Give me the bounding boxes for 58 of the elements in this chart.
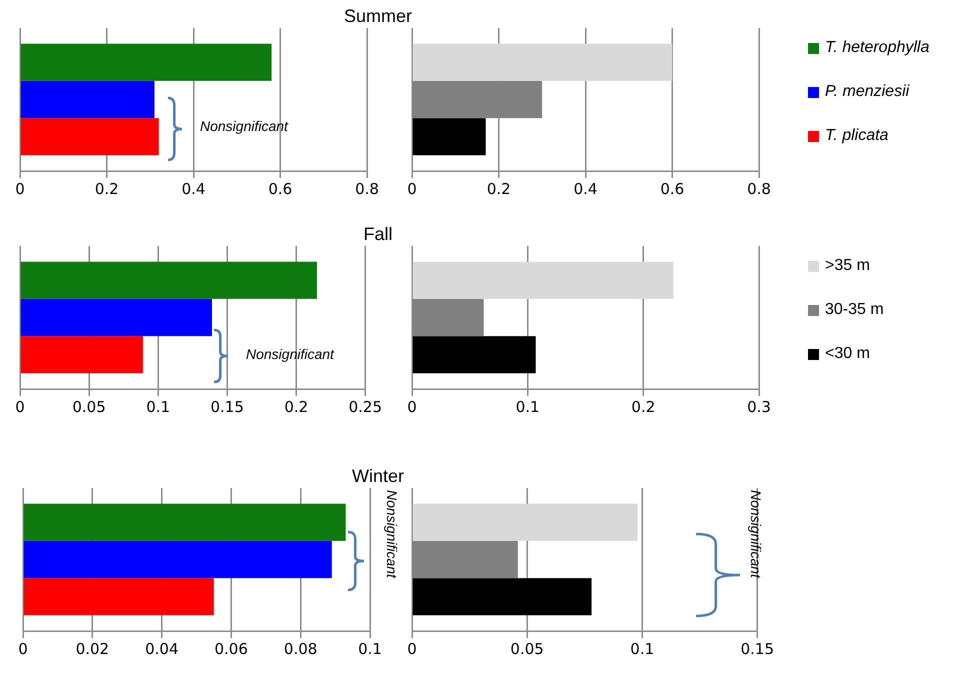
annotation: Nonsignificant <box>246 346 334 362</box>
bar <box>24 578 214 616</box>
x-tick-label: 0.2 <box>631 398 656 416</box>
x-tick-label: 0.3 <box>747 398 771 416</box>
legend-label: 30-35 m <box>825 301 884 319</box>
x-tick-label: 0.1 <box>630 640 654 658</box>
x-tick-label: 0 <box>15 180 25 198</box>
bar <box>20 118 159 156</box>
x-tick-label: 0.4 <box>182 180 206 198</box>
legend-label: >35 m <box>825 257 870 275</box>
legend-label: T. plicata <box>825 127 888 145</box>
bar <box>20 336 143 374</box>
x-tick-label: 0.6 <box>268 180 292 198</box>
bar <box>412 262 674 299</box>
x-tick-label: 0.8 <box>747 180 771 198</box>
bar <box>412 504 638 541</box>
x-tick-label: 0.6 <box>660 180 684 198</box>
x-tick-label: 0.15 <box>740 640 774 658</box>
chart-title: Fall <box>363 224 393 245</box>
x-tick-label: 0.15 <box>210 398 244 416</box>
x-tick-label: 0.1 <box>146 398 170 416</box>
bar <box>20 44 272 81</box>
x-tick-label: 0.05 <box>510 640 544 658</box>
bar <box>412 578 592 616</box>
x-tick-label: 0.25 <box>348 398 382 416</box>
x-tick-label: 0.1 <box>516 398 540 416</box>
x-tick-label: 0.02 <box>76 640 110 658</box>
x-tick-label: 0.05 <box>72 398 106 416</box>
x-tick-label: 0 <box>407 640 417 658</box>
legend-label: <30 m <box>825 345 870 363</box>
x-tick-label: 0.2 <box>284 398 308 416</box>
bar <box>20 298 212 336</box>
x-tick-label: 0.2 <box>94 180 119 198</box>
x-tick-label: 0.06 <box>214 640 248 658</box>
bar <box>20 262 317 299</box>
bar <box>412 44 672 81</box>
legend-label: T. heterophylla <box>825 39 930 57</box>
annotation: Nonsignificant <box>748 490 764 578</box>
x-tick-label: 0 <box>18 640 28 658</box>
annotation: Nonsignificant <box>200 118 288 134</box>
legend-label: P. menziesii <box>825 83 910 101</box>
x-tick-label: 0 <box>407 398 417 416</box>
bar <box>24 504 346 541</box>
bar <box>412 118 486 156</box>
bar <box>20 80 154 118</box>
chart-title: Summer <box>344 6 412 27</box>
x-tick-label: 0.8 <box>355 180 379 198</box>
x-tick-label: 0.04 <box>145 640 179 658</box>
x-tick-label: 0.4 <box>574 180 598 198</box>
text: Nonsignificant <box>384 490 400 578</box>
x-tick-label: 0 <box>15 398 25 416</box>
x-tick-label: 0.2 <box>486 180 511 198</box>
chart-title: Winter <box>352 466 404 487</box>
bar <box>412 336 536 374</box>
x-tick-label: 0.1 <box>358 640 382 658</box>
bar <box>24 540 332 578</box>
x-tick-label: 0.08 <box>284 640 318 658</box>
x-tick-label: 0 <box>407 180 417 198</box>
